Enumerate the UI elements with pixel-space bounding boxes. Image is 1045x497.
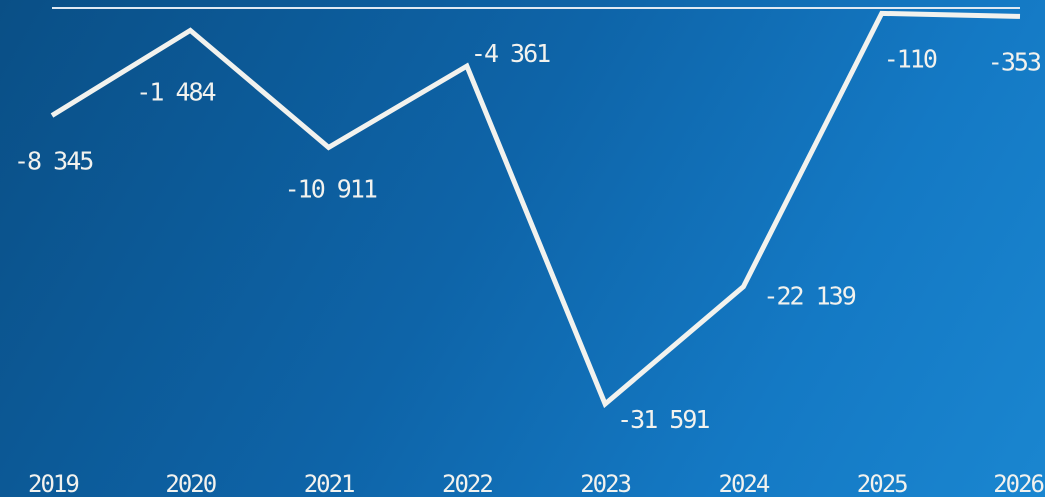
data-label-2021: -10 911: [285, 174, 377, 203]
x-axis-ticks: 2019 2020 2021 2022 2023 2024 2025 2026: [28, 470, 1045, 497]
data-labels: -8 345 -1 484 -10 911 -4 361 -31 591 -22 139 -…: [14, 39, 1043, 434]
data-label-2026: -353: [988, 47, 1041, 76]
data-label-2025: -110: [884, 44, 937, 73]
data-label-2022: -4 361: [471, 39, 550, 68]
x-tick-2025: 2025: [857, 470, 907, 497]
x-tick-2021: 2021: [304, 470, 354, 497]
data-label-2019: -8 345: [14, 147, 93, 176]
x-tick-2019: 2019: [28, 470, 78, 497]
x-tick-2020: 2020: [165, 470, 215, 497]
x-tick-2022: 2022: [442, 470, 492, 497]
x-tick-2024: 2024: [719, 470, 770, 497]
x-tick-2023: 2023: [580, 470, 630, 497]
data-label-2023: -31 591: [617, 405, 709, 434]
data-label-2024: -22 139: [763, 282, 855, 311]
data-label-2020: -1 484: [136, 77, 215, 106]
x-tick-2026: 2026: [993, 470, 1043, 497]
series-line: [50, 10, 1021, 409]
